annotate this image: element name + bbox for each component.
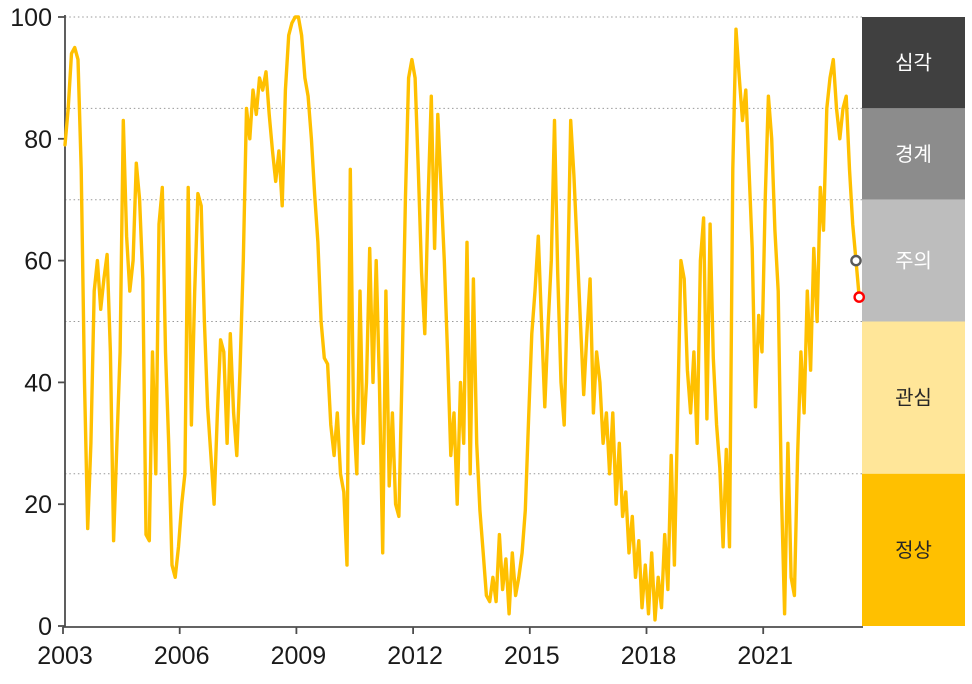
risk-band-label-3: 관심 [895,387,932,410]
y-tick-label-20: 20 [24,491,52,519]
y-tick-label-40: 40 [24,369,52,397]
risk-band-4 [862,473,965,626]
risk-band-label-2: 주의 [895,250,932,273]
risk-band-label-0: 심각 [895,52,932,75]
x-tick-label-2003: 2003 [37,642,93,670]
x-tick-label-2006: 2006 [154,642,210,670]
x-tick-label-2015: 2015 [504,642,560,670]
risk-band-label-1: 경계 [895,143,932,166]
y-tick-label-60: 60 [24,248,52,276]
x-tick-label-2012: 2012 [387,642,443,670]
risk-band-3 [862,321,965,474]
risk-band-label-4: 정상 [895,539,932,562]
risk-band-1 [862,108,965,200]
risk-band-2 [862,199,965,322]
y-tick-label-100: 100 [10,4,52,32]
y-tick-label-0: 0 [38,613,52,641]
x-tick-label-2018: 2018 [621,642,677,670]
x-tick-label-2021: 2021 [737,642,793,670]
y-tick-label-80: 80 [24,126,52,154]
previous-point-marker [850,254,862,267]
stress-index-line [63,15,861,622]
x-tick-label-2009: 2009 [271,642,327,670]
risk-band-0 [862,17,965,109]
latest-point-marker [853,291,866,303]
